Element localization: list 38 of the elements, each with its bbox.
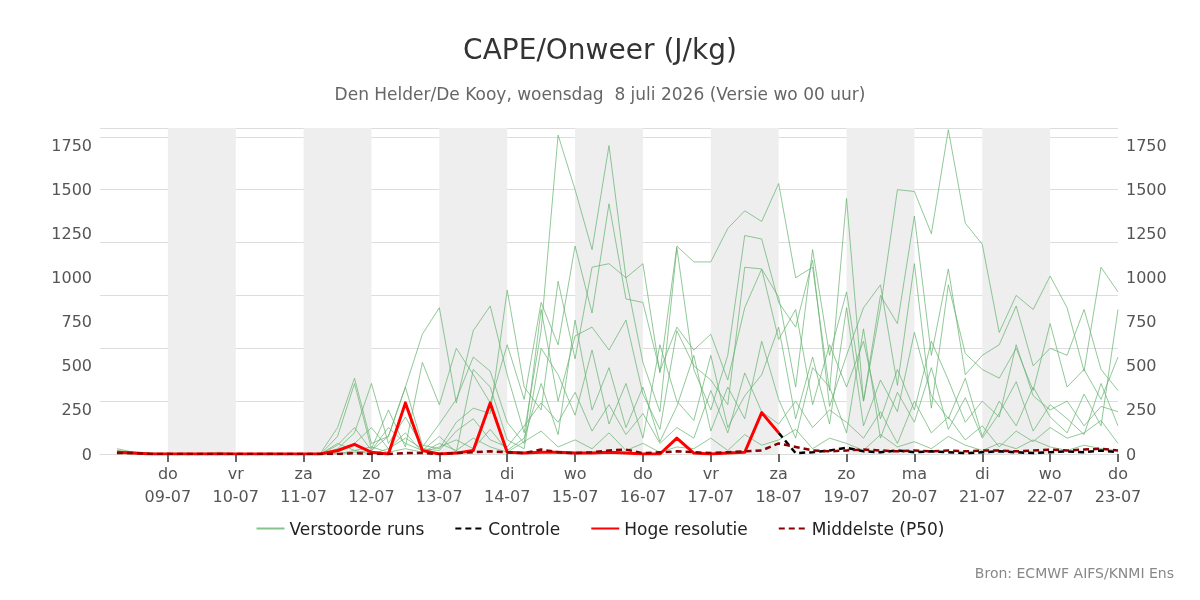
x-tick-label: do 16-07 xyxy=(619,464,667,506)
x-tick-label: do 09-07 xyxy=(144,464,192,506)
y-tick-label: 1750 xyxy=(51,136,92,156)
y-tick-label: 1000 xyxy=(51,268,92,288)
x-tick-label: do 23-07 xyxy=(1094,464,1142,506)
text: Bron: ECMWF AIFS/KNMI Ens xyxy=(974,565,1175,581)
y-tick-label: 1500 xyxy=(51,180,92,200)
y-tick-label: 250 xyxy=(61,400,92,420)
legend-label: Middelste (P50) xyxy=(811,518,945,539)
x-tick-label: vr 17-07 xyxy=(687,464,735,506)
y2-tick-label: 500 xyxy=(1126,356,1157,376)
y2-tick-label: 1500 xyxy=(1126,180,1167,200)
x-tick-label: di 14-07 xyxy=(483,464,531,506)
x-tick-label: vr 10-07 xyxy=(212,464,259,506)
y2-tick-label: 1750 xyxy=(1126,136,1167,156)
chart-title: CAPE/Onweer (J/kg) xyxy=(463,32,737,66)
y-tick-label: 1250 xyxy=(51,224,92,244)
y2-tick-label: 0 xyxy=(1126,444,1137,464)
x-tick-label: wo 22-07 xyxy=(1026,464,1074,506)
x-tick-label: ma 20-07 xyxy=(891,464,938,506)
y-tick-label: 0 xyxy=(81,444,92,464)
x-tick-label: za 18-07 xyxy=(755,464,802,506)
y-tick-label: 750 xyxy=(61,312,92,332)
y2-tick-label: 250 xyxy=(1126,400,1157,420)
y2-tick-label: 1250 xyxy=(1126,224,1167,244)
y-tick-label: 500 xyxy=(61,356,92,376)
y2-tick-label: 1000 xyxy=(1126,268,1167,288)
legend-label: Controle xyxy=(488,518,561,539)
x-tick-label: zo 19-07 xyxy=(823,464,870,506)
x-tick-label: zo 12-07 xyxy=(348,464,395,506)
legend-label: Verstoorde runs xyxy=(289,518,425,539)
x-tick-label: wo 15-07 xyxy=(551,464,599,506)
legend-label: Hoge resolutie xyxy=(624,518,748,539)
chart-subtitle: Den Helder/De Kooy, woensdag 8 juli 2026 (Versie wo 00 uur) xyxy=(334,83,866,104)
y2-tick-label: 750 xyxy=(1126,312,1157,332)
x-tick-label: di 21-07 xyxy=(959,464,1006,506)
x-tick-label: ma 13-07 xyxy=(416,464,463,506)
x-tick-label: za 11-07 xyxy=(280,464,327,506)
